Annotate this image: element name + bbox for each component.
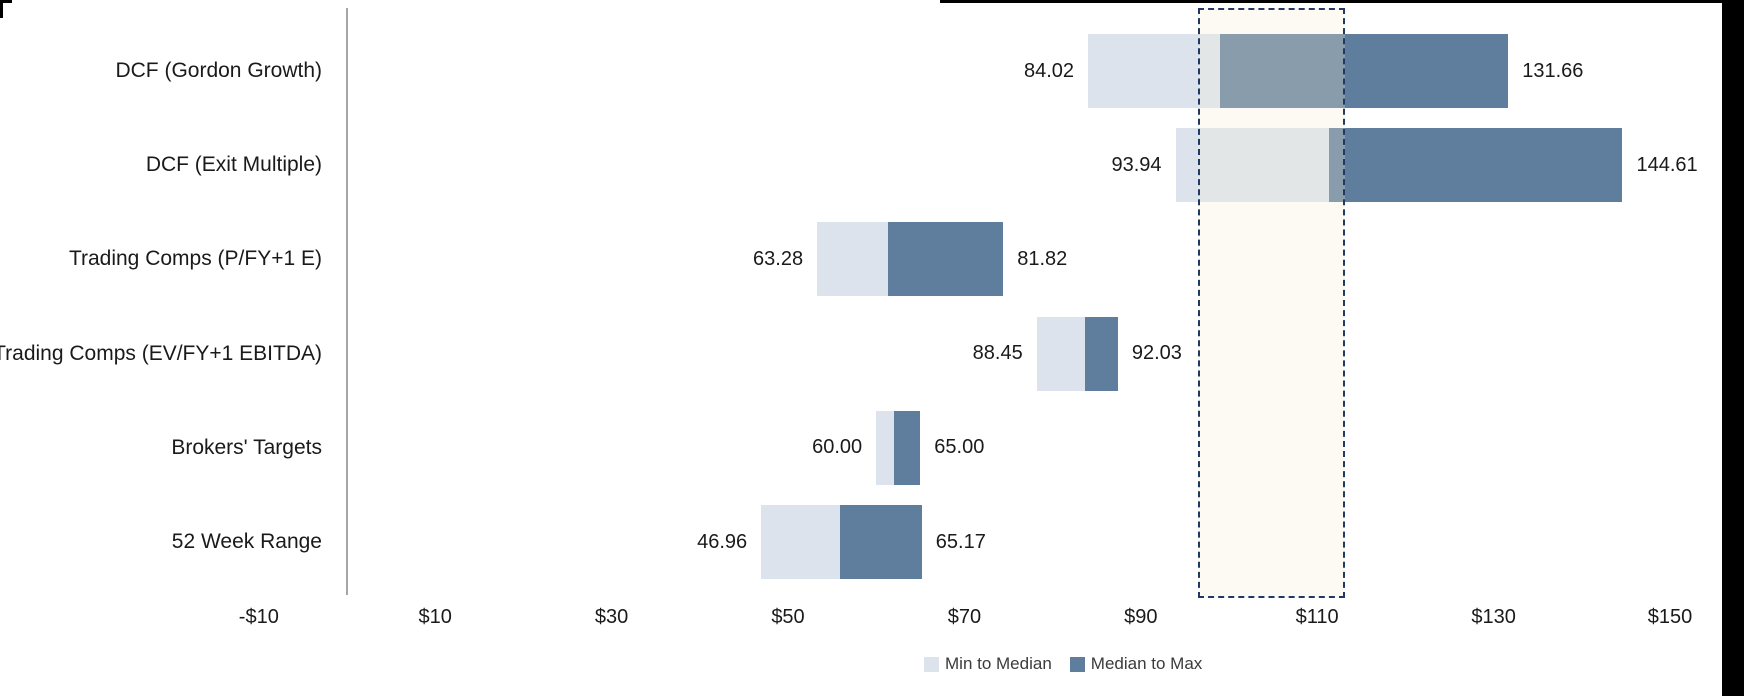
x-axis-tick: $70 [947, 606, 982, 628]
bar-median-to-max [1328, 128, 1623, 203]
category-label: DCF (Exit Multiple) [145, 153, 322, 177]
min-value-label: 60.00 [812, 436, 863, 459]
bar-min-to-median [817, 222, 888, 297]
category-label: Trading Comps (EV/FY+1 EBITDA) [0, 341, 322, 365]
max-value-label: 92.03 [1131, 342, 1182, 365]
max-value-label: 144.61 [1636, 153, 1698, 176]
min-value-label: 84.02 [1023, 59, 1075, 82]
legend-label: Min to Median [945, 654, 1052, 673]
bar-min-to-median [876, 410, 894, 485]
y-axis-line [346, 8, 348, 595]
max-value-label: 65.17 [935, 530, 986, 553]
screen-edge-artifact-topleft-h [0, 0, 12, 3]
legend-swatch [924, 656, 939, 672]
min-value-label: 88.45 [972, 342, 1023, 365]
min-value-label: 93.94 [1111, 153, 1162, 176]
screen-edge-artifact-top [940, 0, 1722, 3]
bar-median-to-max [840, 505, 922, 579]
x-axis-tick: $90 [1124, 606, 1158, 628]
x-axis-tick: $150 [1647, 606, 1693, 628]
highlight-band [1198, 8, 1346, 598]
legend-item: Median to Max [1069, 654, 1203, 674]
bar-min-to-median [1036, 316, 1086, 391]
screen-edge-artifact-right [1722, 0, 1744, 696]
category-label: Trading Comps (P/FY+1 E) [68, 247, 322, 271]
max-value-label: 81.82 [1017, 247, 1068, 270]
bar-median-to-max [887, 222, 1004, 297]
bar-min-to-median [761, 505, 841, 579]
min-value-label: 46.96 [697, 530, 748, 553]
x-axis-tick: $130 [1471, 606, 1516, 628]
bar-median-to-max [1220, 34, 1509, 108]
category-label: DCF (Gordon Growth) [115, 59, 322, 82]
legend-swatch [1069, 656, 1085, 672]
category-label: Brokers' Targets [171, 435, 322, 459]
x-axis-tick: $110 [1295, 606, 1339, 628]
bar-min-to-median [1175, 128, 1329, 203]
legend-label: Median to Max [1090, 654, 1203, 673]
x-axis-tick: $10 [418, 606, 452, 628]
bar-median-to-max [893, 410, 921, 485]
x-axis-tick: $50 [771, 606, 805, 628]
category-label: 52 Week Range [171, 530, 322, 553]
screen-edge-artifact-topleft-v [0, 0, 3, 18]
legend-item: Min to Median [924, 654, 1052, 674]
chart-legend: Min to Median Median to Max [924, 654, 1220, 674]
min-value-label: 63.28 [753, 247, 804, 270]
bar-median-to-max [1085, 316, 1118, 391]
max-value-label: 65.00 [934, 436, 985, 459]
x-axis-tick: -$10 [238, 606, 279, 628]
x-axis-tick: $30 [594, 606, 629, 628]
max-value-label: 131.66 [1522, 59, 1584, 82]
